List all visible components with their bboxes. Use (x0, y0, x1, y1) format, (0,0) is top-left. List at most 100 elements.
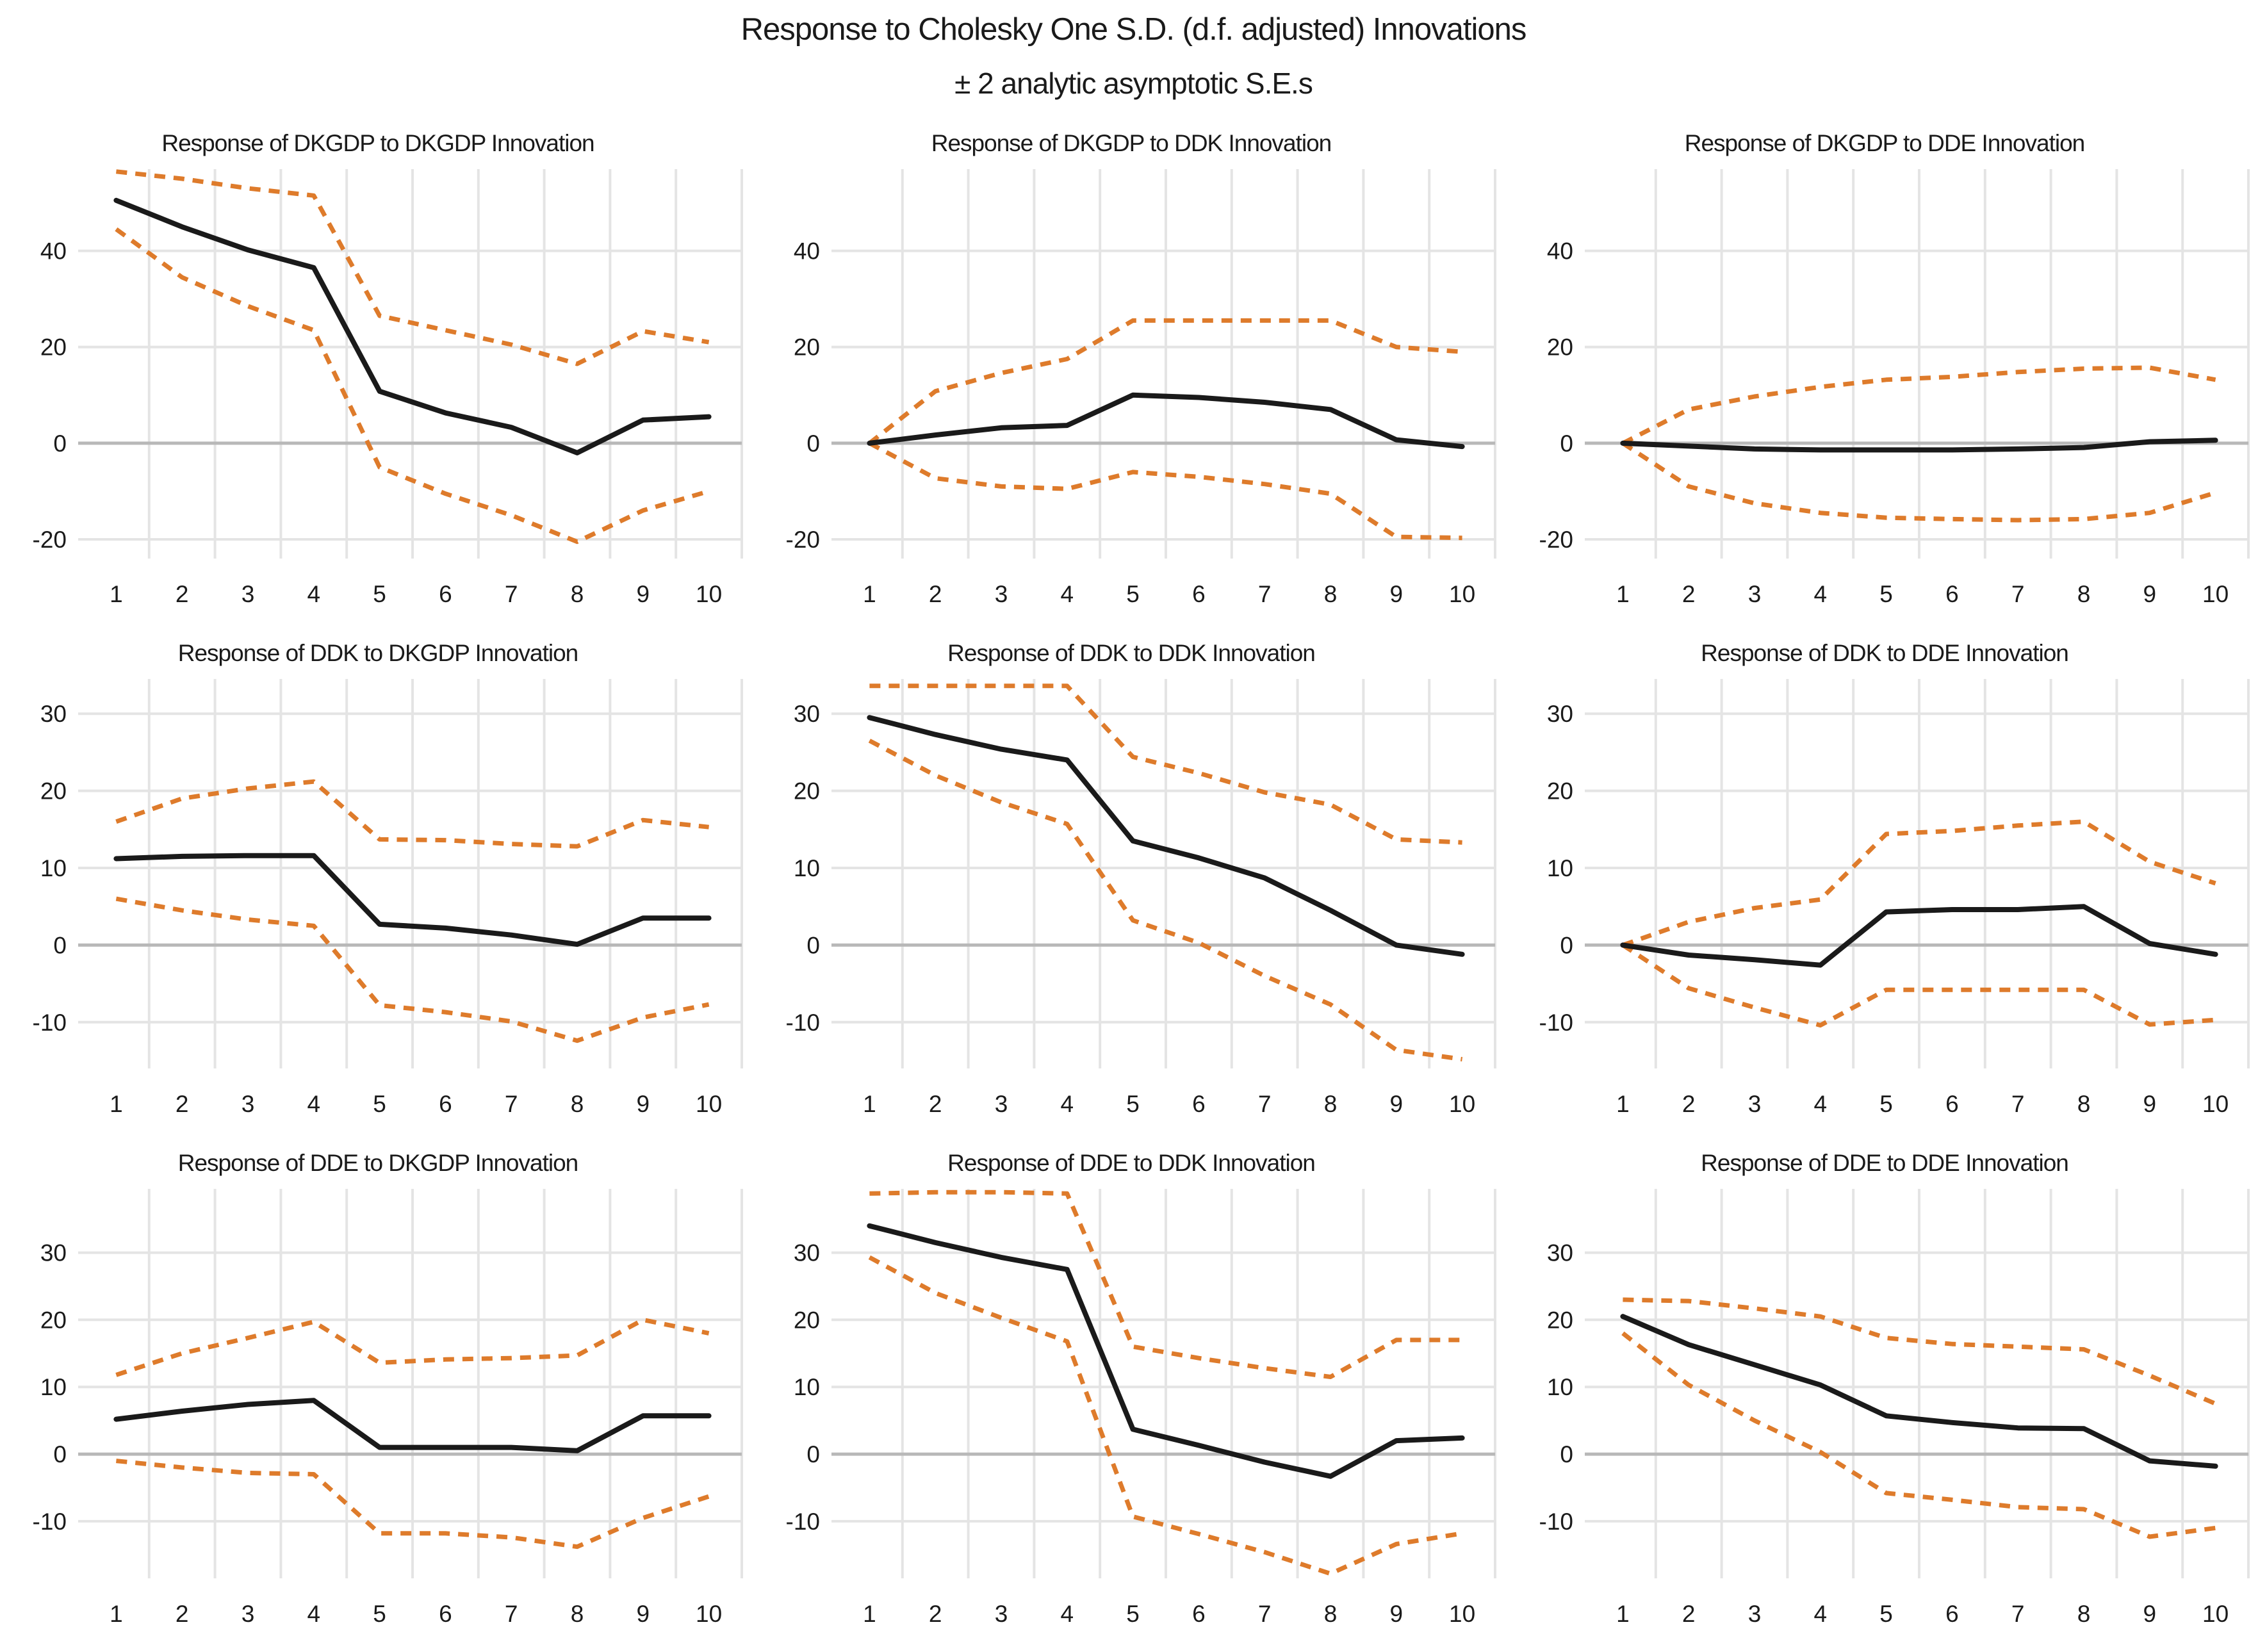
y-tick-label: 0 (1560, 430, 1573, 457)
x-tick-label: 3 (241, 581, 255, 607)
x-tick-label: 5 (1126, 1601, 1140, 1627)
y-tick-label: 30 (794, 1240, 820, 1266)
y-tick-label: 30 (794, 701, 820, 727)
chart-cell: Response of DDE to DDE Innovation 30 20 10… (1512, 1126, 2257, 1636)
x-tick-label: 3 (995, 581, 1008, 607)
response-line (113, 197, 712, 455)
y-tick-label: 30 (40, 1240, 67, 1266)
upper-band-line (869, 1190, 1462, 1379)
chart-title: Response of DDK to DDK Innovation (947, 640, 1316, 666)
y-tick-label: 20 (1547, 1307, 1573, 1333)
x-tick-label: 5 (1126, 1091, 1140, 1117)
chart-title: Response of DKGDP to DDE Innovation (1684, 130, 2086, 156)
x-tick-label: 6 (1945, 1601, 1959, 1627)
x-tick-label: 3 (995, 1601, 1008, 1627)
x-tick-label: 1 (1616, 1601, 1630, 1627)
lower-band-line (1621, 441, 2216, 523)
lower-band-line (868, 739, 1463, 1062)
x-tick-label: 4 (1061, 581, 1074, 607)
y-tick-label: 10 (1547, 855, 1573, 881)
x-tick-label: 10 (2202, 1091, 2229, 1117)
lower-band-line (1621, 1331, 2216, 1539)
x-tick-label: 3 (241, 1601, 255, 1627)
y-tick-label: 0 (806, 1441, 820, 1468)
y-tick-label: -20 (786, 527, 820, 553)
figure-subtitle: ± 2 analytic asymptotic S.E.s (954, 67, 1313, 100)
chart-title: Response of DDK to DDE Innovation (1701, 640, 2069, 666)
x-tick-label: 8 (1324, 581, 1338, 607)
x-tick-label: 2 (929, 581, 942, 607)
irf-plot: 30 20 10 0 -10 1 2 3 4 5 6 7 8 9 10 (1539, 1189, 2250, 1627)
x-tick-label: 3 (1748, 581, 1762, 607)
x-tick-label: 10 (696, 1091, 722, 1117)
y-tick-label: -10 (786, 1509, 820, 1535)
x-tick-label: 9 (2143, 1091, 2157, 1117)
x-tick-label: 8 (2077, 1091, 2091, 1117)
y-tick-label: -10 (33, 1010, 67, 1036)
x-tick-label: 8 (1324, 1601, 1338, 1627)
x-tick-label: 6 (1192, 581, 1206, 607)
irf-plot: 30 20 10 0 -10 1 2 3 4 5 6 7 8 9 10 (786, 679, 1496, 1117)
x-tick-label: 7 (2011, 581, 2025, 607)
x-tick-label: 6 (1192, 1601, 1206, 1627)
upper-band-line (116, 169, 710, 366)
x-tick-label: 7 (505, 581, 518, 607)
chart-cell: Response of DDK to DKGDP Innovation 30 20… (5, 616, 751, 1126)
y-tick-label: 40 (794, 238, 820, 265)
irf-plot: 40 20 0 -20 1 2 3 4 5 6 7 8 9 10 (1539, 169, 2250, 607)
x-tick-label: 9 (2143, 581, 2157, 607)
x-tick-label: 10 (1449, 1601, 1475, 1627)
response-line (113, 1398, 712, 1453)
x-tick-label: 6 (1945, 581, 1959, 607)
y-tick-label: 10 (794, 1374, 820, 1400)
upper-band-line (868, 318, 1462, 445)
chart-title: Response of DDE to DKGDP Innovation (177, 1150, 579, 1176)
x-tick-label: 8 (2077, 581, 2091, 607)
x-tick-label: 2 (176, 581, 189, 607)
x-tick-label: 1 (1616, 581, 1630, 607)
response-line (1620, 1314, 2218, 1469)
y-tick-label: 0 (1560, 932, 1573, 958)
y-tick-label: 10 (794, 855, 820, 881)
y-tick-label: 20 (794, 778, 820, 805)
x-tick-label: 10 (2202, 581, 2229, 607)
chart-title: Response of DKGDP to DKGDP Innovation (161, 130, 594, 156)
upper-band-line (1621, 365, 2216, 446)
x-tick-label: 1 (110, 581, 123, 607)
x-tick-label: 9 (637, 581, 650, 607)
upper-band-line (115, 1317, 710, 1377)
x-tick-label: 7 (1258, 1091, 1272, 1117)
upper-band-line (115, 779, 709, 849)
y-tick-label: -20 (33, 527, 67, 553)
x-tick-label: 2 (929, 1601, 942, 1627)
response-line (867, 715, 1465, 957)
y-tick-label: 20 (40, 778, 67, 805)
x-tick-label: 2 (1682, 581, 1696, 607)
y-tick-label: 0 (53, 932, 67, 958)
upper-band-line (1622, 819, 2216, 947)
x-tick-label: 4 (307, 1091, 321, 1117)
x-tick-label: 5 (1879, 1601, 1893, 1627)
x-tick-label: 9 (1390, 581, 1404, 607)
lower-band-line (868, 1255, 1463, 1576)
x-tick-label: 5 (1126, 581, 1140, 607)
response-line (1620, 438, 2218, 453)
x-tick-label: 3 (241, 1091, 255, 1117)
irf-plot: 40 20 0 -20 1 2 3 4 5 6 7 8 9 10 (786, 169, 1496, 607)
x-tick-label: 7 (2011, 1601, 2025, 1627)
x-tick-label: 8 (571, 1091, 584, 1117)
chart-cell: Response of DDE to DDK Innovation 30 20 10… (758, 1126, 1504, 1636)
x-tick-label: 3 (995, 1091, 1008, 1117)
x-tick-label: 2 (1682, 1091, 1696, 1117)
chart-cell: Response of DKGDP to DDE Innovation 40 20… (1512, 106, 2257, 616)
irf-plot: 30 20 10 0 -10 1 2 3 4 5 6 7 8 9 10 (786, 1189, 1496, 1627)
chart-title: Response of DDE to DDE Innovation (1701, 1150, 2069, 1176)
x-tick-label: 1 (110, 1601, 123, 1627)
chart-cell: Response of DKGDP to DKGDP Innovation 40… (5, 106, 751, 616)
x-tick-label: 2 (929, 1091, 942, 1117)
x-tick-label: 1 (110, 1091, 123, 1117)
x-tick-label: 8 (571, 1601, 584, 1627)
y-tick-label: -10 (786, 1010, 820, 1036)
y-tick-label: 20 (794, 334, 820, 361)
irf-plot: 40 20 0 -20 1 2 3 4 5 6 7 8 9 10 (33, 169, 743, 607)
